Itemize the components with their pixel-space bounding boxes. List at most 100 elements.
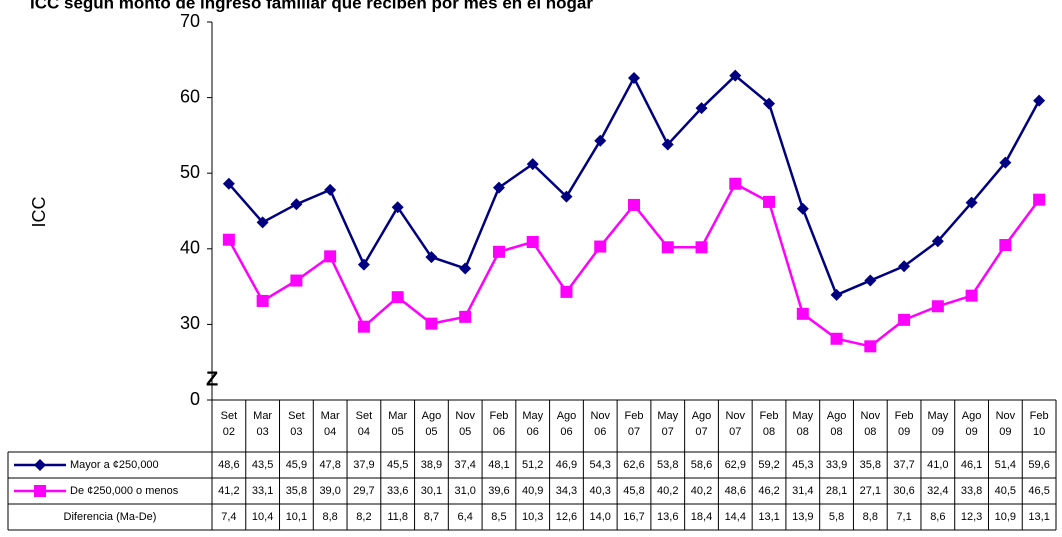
y-tick-label: 40 [180, 238, 200, 258]
table-value: 45,3 [792, 459, 813, 471]
table-value: 59,6 [1028, 459, 1049, 471]
point [526, 235, 539, 248]
y-tick-label: 60 [180, 86, 200, 106]
point [425, 317, 438, 330]
point [898, 260, 911, 273]
table-value: 58,6 [691, 459, 712, 471]
x-tick-label: Mar [388, 410, 407, 422]
table-value: 54,3 [590, 459, 611, 471]
x-tick-label: 08 [830, 426, 842, 438]
table-value: 43,5 [252, 459, 273, 471]
table-value: 7,1 [896, 511, 911, 523]
point [459, 262, 472, 275]
x-tick-label: 07 [662, 426, 674, 438]
table-value: 46,5 [1028, 485, 1049, 497]
table-value: 31,4 [792, 485, 813, 497]
point [763, 97, 776, 110]
point [222, 177, 235, 190]
x-tick-label: Ago [827, 410, 847, 422]
x-tick-label: 06 [527, 426, 539, 438]
point [256, 294, 269, 307]
point [526, 158, 539, 171]
point [661, 138, 674, 151]
table-value: 14,0 [590, 511, 611, 523]
x-tick-label: Feb [625, 410, 644, 422]
point [830, 332, 843, 345]
table-value: 18,4 [691, 511, 712, 523]
table-value: 48,6 [725, 485, 746, 497]
x-tick-label: 05 [425, 426, 437, 438]
y-tick-label: 0 [190, 389, 200, 409]
table-value: 11,8 [387, 511, 408, 523]
table-value: 45,5 [387, 459, 408, 471]
point [830, 288, 843, 301]
table-row-label: Diferencia (Ma-De) [64, 511, 157, 523]
point [290, 198, 303, 211]
x-tick-label: 06 [493, 426, 505, 438]
x-tick-label: 06 [594, 426, 606, 438]
x-tick-label: 06 [560, 426, 572, 438]
x-tick-label: 09 [999, 426, 1011, 438]
point [796, 202, 809, 215]
table-value: 37,4 [454, 459, 475, 471]
point [965, 289, 978, 302]
table-value: 31,0 [454, 485, 475, 497]
table-value: 48,1 [488, 459, 509, 471]
x-tick-label: May [792, 410, 813, 422]
table-value: 12,6 [556, 511, 577, 523]
table-value: 28,1 [826, 485, 847, 497]
table-value: 51,2 [522, 459, 543, 471]
x-tick-label: Nov [861, 410, 881, 422]
chart-title: ICC según monto de ingreso familiar que … [30, 0, 593, 12]
x-tick-label: Set [221, 410, 238, 422]
point [931, 235, 944, 248]
table-value: 51,4 [995, 459, 1016, 471]
table-value: 41,0 [927, 459, 948, 471]
point [1033, 94, 1046, 107]
y-tick-label: 30 [180, 313, 200, 333]
x-tick-label: May [657, 410, 678, 422]
x-tick-label: 09 [932, 426, 944, 438]
x-tick-label: Feb [895, 410, 914, 422]
point [391, 291, 404, 304]
x-tick-label: Nov [590, 410, 610, 422]
x-tick-label: Mar [321, 410, 340, 422]
table-value: 48,6 [218, 459, 239, 471]
point [222, 233, 235, 246]
table-value: 40,3 [590, 485, 611, 497]
x-tick-label: 05 [392, 426, 404, 438]
x-tick-label: 03 [257, 426, 269, 438]
point [965, 196, 978, 209]
table-value: 10,4 [252, 511, 273, 523]
table-value: 46,1 [961, 459, 982, 471]
x-tick-label: Set [356, 410, 373, 422]
legend-label: Mayor a ¢250,000 [70, 459, 159, 471]
table-value: 13,6 [657, 511, 678, 523]
x-tick-label: 08 [763, 426, 775, 438]
table-value: 46,9 [556, 459, 577, 471]
x-tick-label: 07 [729, 426, 741, 438]
table-value: 29,7 [353, 485, 374, 497]
point [34, 459, 46, 471]
point [729, 69, 742, 82]
table-value: 41,2 [218, 485, 239, 497]
table-value: 39,0 [319, 485, 340, 497]
x-tick-label: 09 [898, 426, 910, 438]
table-value: 37,7 [893, 459, 914, 471]
point [999, 156, 1012, 169]
table-value: 40,2 [657, 485, 678, 497]
table-value: 6,4 [458, 511, 473, 523]
x-tick-label: Nov [455, 410, 475, 422]
point [34, 485, 46, 497]
table-value: 40,9 [522, 485, 543, 497]
point [796, 307, 809, 320]
table-value: 10,1 [286, 511, 307, 523]
table-value: 38,9 [421, 459, 442, 471]
table-value: 13,9 [792, 511, 813, 523]
x-tick-label: Ago [962, 410, 982, 422]
point [628, 198, 640, 211]
table-value: 62,6 [623, 459, 644, 471]
point [459, 310, 472, 323]
table-value: 62,9 [725, 459, 746, 471]
x-tick-label: Nov [996, 410, 1016, 422]
